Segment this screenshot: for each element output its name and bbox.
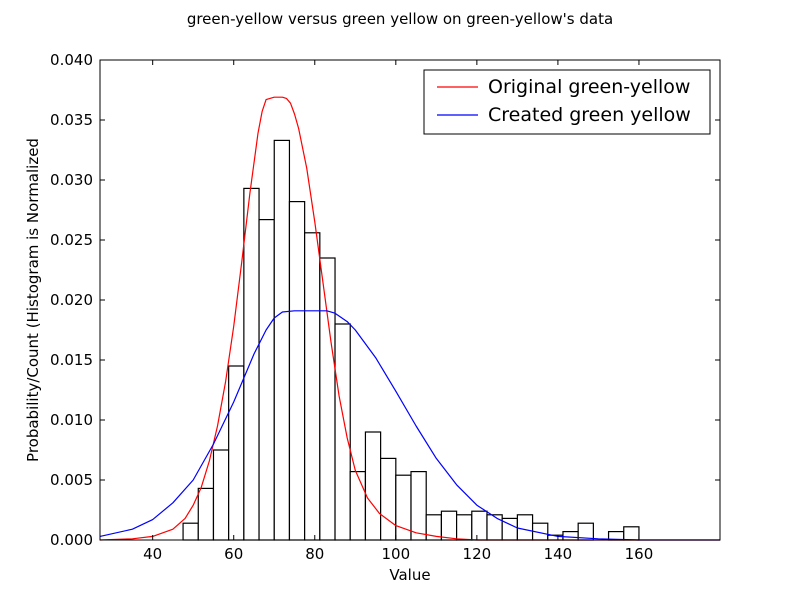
- histogram-bar: [380, 457, 397, 541]
- histogram-bar: [440, 510, 458, 541]
- legend-label-created: Created green yellow: [488, 104, 691, 126]
- histogram-bar: [410, 471, 427, 541]
- histogram-bar: [456, 514, 473, 541]
- y-tick-label: 0.000: [50, 531, 93, 549]
- histogram-bar: [182, 522, 199, 541]
- histogram-bar: [258, 219, 275, 541]
- histogram-bar: [486, 514, 503, 541]
- histogram-bar: [304, 232, 321, 541]
- y-tick-label: 0.030: [50, 171, 93, 189]
- y-tick-label: 0.035: [50, 111, 93, 129]
- histogram-bar: [243, 187, 260, 541]
- y-tick-label: 0.025: [50, 231, 93, 249]
- histogram-bar: [228, 365, 245, 541]
- histogram-bars: [182, 139, 640, 541]
- x-tick-label: 160: [625, 545, 654, 563]
- histogram-bar: [334, 323, 351, 541]
- histogram-bar: [349, 471, 367, 541]
- y-tick-label: 0.010: [50, 411, 93, 429]
- histogram-bar: [212, 449, 230, 541]
- x-axis-label: Value: [389, 566, 430, 584]
- series-line-created: [99, 310, 720, 541]
- x-tick-label: 140: [544, 545, 573, 563]
- histogram-bar: [319, 257, 336, 541]
- x-tick-label: 40: [143, 545, 162, 563]
- y-tick-label: 0.040: [50, 51, 93, 69]
- series-line-original: [99, 96, 720, 541]
- histogram-bar: [562, 530, 579, 541]
- legend: Original green-yellow Created green yell…: [423, 69, 711, 135]
- legend-box: [423, 69, 711, 135]
- histogram-bar: [623, 526, 640, 541]
- chart-title: green-yellow versus green yellow on gree…: [187, 10, 613, 28]
- legend-label-original: Original green-yellow: [488, 76, 690, 98]
- density-curves: [99, 96, 720, 541]
- x-tick-label: 80: [305, 545, 324, 563]
- histogram-bar: [273, 139, 291, 541]
- x-tick-label: 120: [463, 545, 492, 563]
- histogram-bar: [288, 201, 306, 541]
- histogram-bar: [516, 514, 534, 541]
- x-tick-label: 60: [224, 545, 243, 563]
- y-tick-label: 0.020: [50, 291, 93, 309]
- x-axis-ticks: 40 60 80 100 120 140 160: [143, 60, 653, 563]
- histogram-bar: [364, 431, 382, 541]
- y-axis-label: Probability/Count (Histogram is Normaliz…: [24, 138, 42, 462]
- y-axis-ticks: 0.000 0.005 0.010 0.015 0.020 0.025 0.030 0.035…: [50, 51, 720, 549]
- x-tick-label: 100: [381, 545, 410, 563]
- histogram-bar: [197, 487, 215, 541]
- y-tick-label: 0.005: [50, 471, 93, 489]
- histogram-bar: [471, 510, 488, 541]
- y-tick-label: 0.015: [50, 351, 93, 369]
